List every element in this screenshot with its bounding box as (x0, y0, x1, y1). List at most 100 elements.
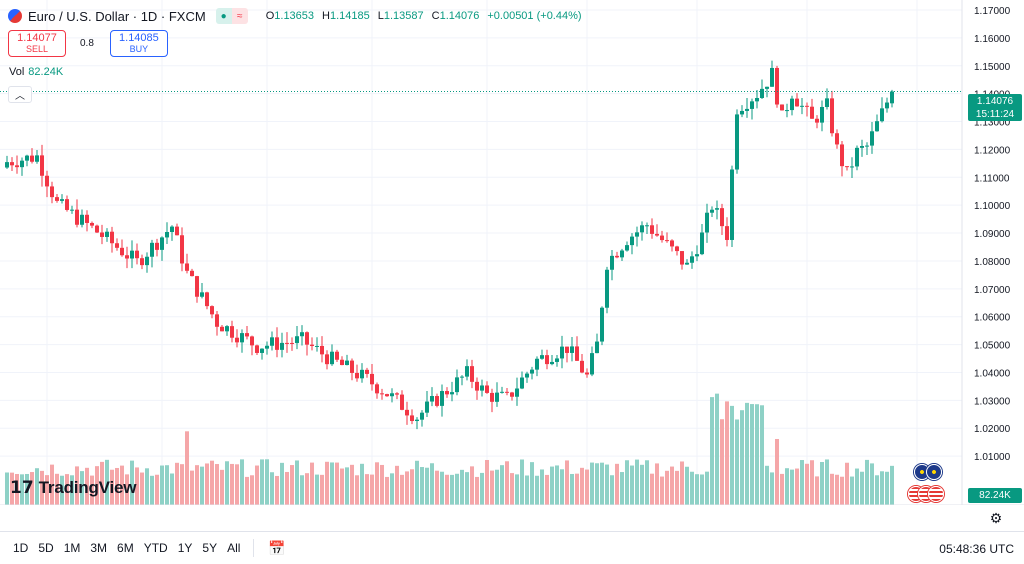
chart-grid (0, 0, 962, 505)
volume-bar (180, 464, 184, 505)
volume-bar (150, 475, 154, 505)
volume-bar (870, 463, 874, 505)
utc-clock[interactable]: 05:48:36 UTC (939, 541, 1014, 556)
candle-body (765, 86, 769, 89)
volume-bar (260, 459, 264, 505)
candle-body (865, 145, 869, 147)
candle-body (585, 372, 589, 375)
candle-body (455, 377, 459, 393)
timeframe-3m[interactable]: 3M (90, 541, 108, 555)
timeframe-5y[interactable]: 5Y (202, 541, 218, 555)
timeframe-all[interactable]: All (227, 541, 241, 555)
candle-body (465, 366, 469, 377)
market-status-pill[interactable]: ● ≈ (215, 8, 248, 24)
ohlc-open: O1.13653 (265, 10, 315, 22)
sell-button[interactable]: 1.14077 SELL (8, 30, 66, 57)
collapse-legend-button[interactable]: ︿ (8, 86, 32, 103)
volume-bar (605, 464, 609, 505)
timeframe-6m[interactable]: 6M (117, 541, 134, 555)
volume-bar (810, 460, 814, 505)
market-open-icon[interactable]: ● (215, 8, 232, 24)
eu-event-icon-2[interactable] (926, 464, 942, 480)
volume-bar (515, 474, 519, 505)
volume-legend[interactable]: Vol 82.24K (9, 66, 63, 78)
candle-body (20, 160, 24, 168)
timeframe-1m[interactable]: 1M (63, 541, 81, 555)
candle-body (130, 250, 134, 259)
volume-bar (635, 459, 639, 505)
volume-bar (790, 469, 794, 505)
volume-bar (770, 472, 774, 505)
candle-body (15, 165, 19, 168)
timeframe-1y[interactable]: 1Y (177, 541, 193, 555)
price-chart[interactable]: 1.170001.160001.150001.140001.130001.120… (0, 0, 1024, 505)
candle-body (145, 256, 149, 266)
tradingview-logo[interactable]: 𝟭𝟳 TradingView (10, 478, 137, 498)
candle-body (650, 225, 654, 234)
volume-bar (500, 465, 504, 505)
price-tick-label: 1.09000 (974, 229, 1011, 240)
volume-bar (680, 461, 684, 505)
price-tick-label: 1.08000 (974, 257, 1011, 268)
volume-bar (760, 405, 764, 505)
candle-body (750, 101, 754, 109)
candle-body (395, 393, 399, 395)
price-tick-label: 1.16000 (974, 34, 1011, 45)
candle-body (295, 336, 299, 344)
volume-bar (335, 462, 339, 505)
candle-body (70, 209, 74, 211)
candle-body (325, 354, 329, 365)
price-tick-label: 1.03000 (974, 396, 1011, 407)
candle-body (370, 373, 374, 385)
candle-body (195, 276, 199, 297)
buy-button[interactable]: 1.14085 BUY (109, 30, 168, 57)
candle-body (700, 232, 704, 255)
candle-body (10, 162, 14, 166)
timeframe-ytd[interactable]: YTD (143, 541, 168, 555)
candle-body (535, 358, 539, 370)
volume-bar (15, 474, 19, 505)
candle-body (565, 346, 569, 353)
chart-settings-icon[interactable]: ⚙ (989, 509, 1003, 526)
price-tick-label: 1.01000 (974, 452, 1011, 463)
volume-bar (270, 472, 274, 505)
timeframe-1d[interactable]: 1D (13, 541, 29, 555)
volume-bar (645, 460, 649, 505)
volume-bar (460, 469, 464, 505)
candle-body (275, 337, 279, 350)
candle-body (490, 392, 494, 402)
symbol-title[interactable]: Euro / U.S. Dollar · 1D · FXCM (28, 8, 206, 24)
candle-body (95, 225, 99, 233)
volume-bar (185, 431, 189, 505)
candle-body (530, 369, 534, 374)
volume-bar (765, 465, 769, 505)
date-range-icon[interactable]: 📅 (268, 539, 286, 556)
candle-body (780, 104, 784, 111)
candle-body (340, 359, 344, 366)
timeframe-5d[interactable]: 5D (38, 541, 54, 555)
compare-icon[interactable]: ≈ (231, 8, 248, 24)
volume-bar (600, 462, 604, 505)
volume-bar (850, 476, 854, 505)
us-event-icon-3[interactable] (928, 486, 944, 502)
candle-body (515, 388, 519, 397)
volume-bar (280, 462, 284, 505)
buy-price: 1.14085 (119, 32, 159, 44)
candle-body (445, 391, 449, 395)
volume-bar (865, 459, 869, 505)
candle-body (745, 108, 749, 111)
volume-bar (215, 464, 219, 505)
volume-bar (445, 474, 449, 505)
candle-body (250, 336, 254, 346)
ohlc-change: +0.00501 (+0.44%) (487, 10, 582, 22)
price-tick-label: 1.10000 (974, 201, 1011, 212)
candlesticks (0, 60, 962, 430)
candle-body (175, 226, 179, 236)
candle-body (755, 97, 759, 102)
buy-label: BUY (129, 43, 149, 54)
last-price-value: 1.14076 (976, 96, 1014, 107)
price-tick-label: 1.12000 (974, 145, 1011, 156)
candle-body (835, 133, 839, 145)
volume-bar (555, 465, 559, 505)
candle-body (760, 88, 764, 98)
